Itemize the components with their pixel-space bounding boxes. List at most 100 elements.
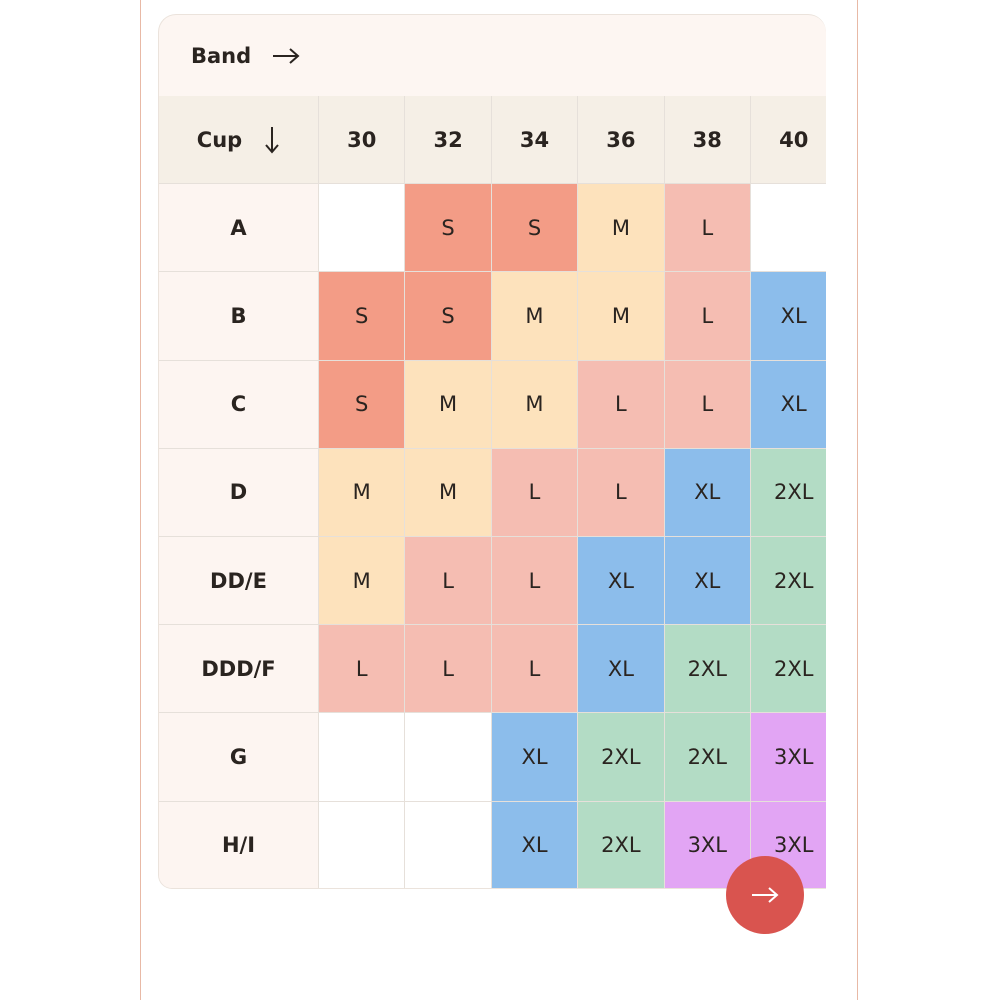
size-cell-text: L xyxy=(442,656,454,681)
size-cell-text: L xyxy=(701,303,714,328)
size-cell-text: S xyxy=(441,303,455,328)
size-cell: L xyxy=(405,625,492,714)
size-cell: M xyxy=(319,448,406,537)
band-size-text: 30 xyxy=(347,127,377,152)
empty-cell xyxy=(405,801,492,888)
size-cell-text: S xyxy=(441,215,455,240)
size-cell-text: XL xyxy=(521,744,548,769)
size-cell-text: 2XL xyxy=(773,656,814,681)
cup-size-text: DDD/F xyxy=(201,656,276,681)
cup-size-text: H/I xyxy=(221,833,256,858)
size-cell-text: 2XL xyxy=(773,568,814,593)
cup-size-text: C xyxy=(230,392,247,417)
cup-size-text: G xyxy=(229,744,248,769)
empty-cell xyxy=(405,713,492,802)
size-cell-text: 2XL xyxy=(601,744,641,769)
size-cell-text: XL xyxy=(694,568,721,593)
down-arrow-icon xyxy=(265,126,279,154)
size-cell: M xyxy=(319,537,406,626)
band-header: Band xyxy=(159,15,826,96)
cup-header: Cup xyxy=(159,96,319,185)
size-cell-text: XL xyxy=(607,656,634,681)
cup-size: B xyxy=(159,272,319,361)
size-cell: 2XL xyxy=(751,625,826,714)
size-cell: 2XL xyxy=(578,713,665,802)
cup-size: DDD/F xyxy=(159,625,319,714)
size-cell-text: M xyxy=(439,480,458,505)
band-size: 38 xyxy=(664,96,751,185)
next-button[interactable] xyxy=(726,856,804,934)
size-cell: XL xyxy=(751,360,826,449)
cup-size: H/I xyxy=(159,801,319,888)
size-cell-text: 2XL xyxy=(687,656,728,681)
size-cell: L xyxy=(491,625,579,714)
cup-size: G xyxy=(159,713,319,802)
size-cell-text: L xyxy=(442,568,454,593)
band-size-text: 36 xyxy=(606,127,636,152)
next-arrow-icon xyxy=(752,887,779,903)
size-cell-text: 2XL xyxy=(687,744,728,769)
band-size-text: 34 xyxy=(519,127,550,152)
size-cell: L xyxy=(578,448,665,537)
cup-header-text: Cup xyxy=(196,127,243,152)
right-arrow-icon xyxy=(273,47,300,64)
size-cell: L xyxy=(664,360,751,449)
size-cell: L xyxy=(405,537,492,626)
size-cell: L xyxy=(491,448,579,537)
size-cell-text: L xyxy=(355,656,368,681)
size-chart: Band Cup 30 32 34 36 38 40 A S S M L B S S M M L XL C S M M L L X… xyxy=(158,14,826,889)
size-cell: 2XL xyxy=(751,537,826,626)
size-cell: S xyxy=(319,272,406,361)
size-cell: XL xyxy=(664,448,751,537)
cup-size: A xyxy=(159,184,319,273)
size-cell-text: 2XL xyxy=(601,833,641,858)
cup-size-text: D xyxy=(229,480,248,505)
size-cell: XL xyxy=(751,272,826,361)
size-cell-text: S xyxy=(527,215,542,240)
band-size: 34 xyxy=(491,96,579,185)
size-cell: L xyxy=(491,537,579,626)
size-cell-text: M xyxy=(439,392,458,417)
size-cell-text: L xyxy=(615,392,627,417)
empty-cell xyxy=(319,713,406,802)
size-cell-text: L xyxy=(528,568,541,593)
size-cell: XL xyxy=(578,625,665,714)
band-size-text: 38 xyxy=(692,127,722,152)
size-cell: XL xyxy=(491,713,579,802)
size-cell: L xyxy=(664,184,751,273)
cup-size-text: DD/E xyxy=(210,568,267,593)
band-size: 40 xyxy=(751,96,826,185)
size-cell-text: 3XL xyxy=(773,744,814,769)
band-label: Band xyxy=(191,43,252,68)
band-size-text: 32 xyxy=(433,127,463,152)
size-cell: L xyxy=(319,625,406,714)
size-cell-text: M xyxy=(611,303,630,328)
page-frame xyxy=(140,0,858,1000)
empty-cell xyxy=(319,801,406,888)
size-cell: S xyxy=(405,272,492,361)
size-cell-text: 2XL xyxy=(773,480,814,505)
size-cell: M xyxy=(578,272,665,361)
size-cell-text: L xyxy=(701,215,714,240)
cup-size-text: A xyxy=(230,215,247,240)
size-cell: XL xyxy=(491,801,579,888)
size-cell-text: S xyxy=(355,303,369,328)
size-cell: 2XL xyxy=(751,448,826,537)
size-cell-text: M xyxy=(352,480,371,505)
size-cell-text: XL xyxy=(780,392,807,417)
size-cell: M xyxy=(491,272,579,361)
band-size-text: 40 xyxy=(779,127,809,152)
size-cell-text: L xyxy=(615,480,627,505)
size-cell-text: M xyxy=(611,215,630,240)
cup-size: DD/E xyxy=(159,537,319,626)
size-cell-text: XL xyxy=(780,303,807,328)
cup-size-text: B xyxy=(230,303,247,328)
size-cell: 2XL xyxy=(578,801,665,888)
size-cell-text: XL xyxy=(607,568,634,593)
size-cell-text: M xyxy=(352,568,371,593)
size-cell: S xyxy=(319,360,406,449)
size-cell-text: L xyxy=(528,480,541,505)
size-cell-text: S xyxy=(355,392,369,417)
empty-cell xyxy=(751,184,826,273)
size-cell-text: XL xyxy=(694,480,721,505)
